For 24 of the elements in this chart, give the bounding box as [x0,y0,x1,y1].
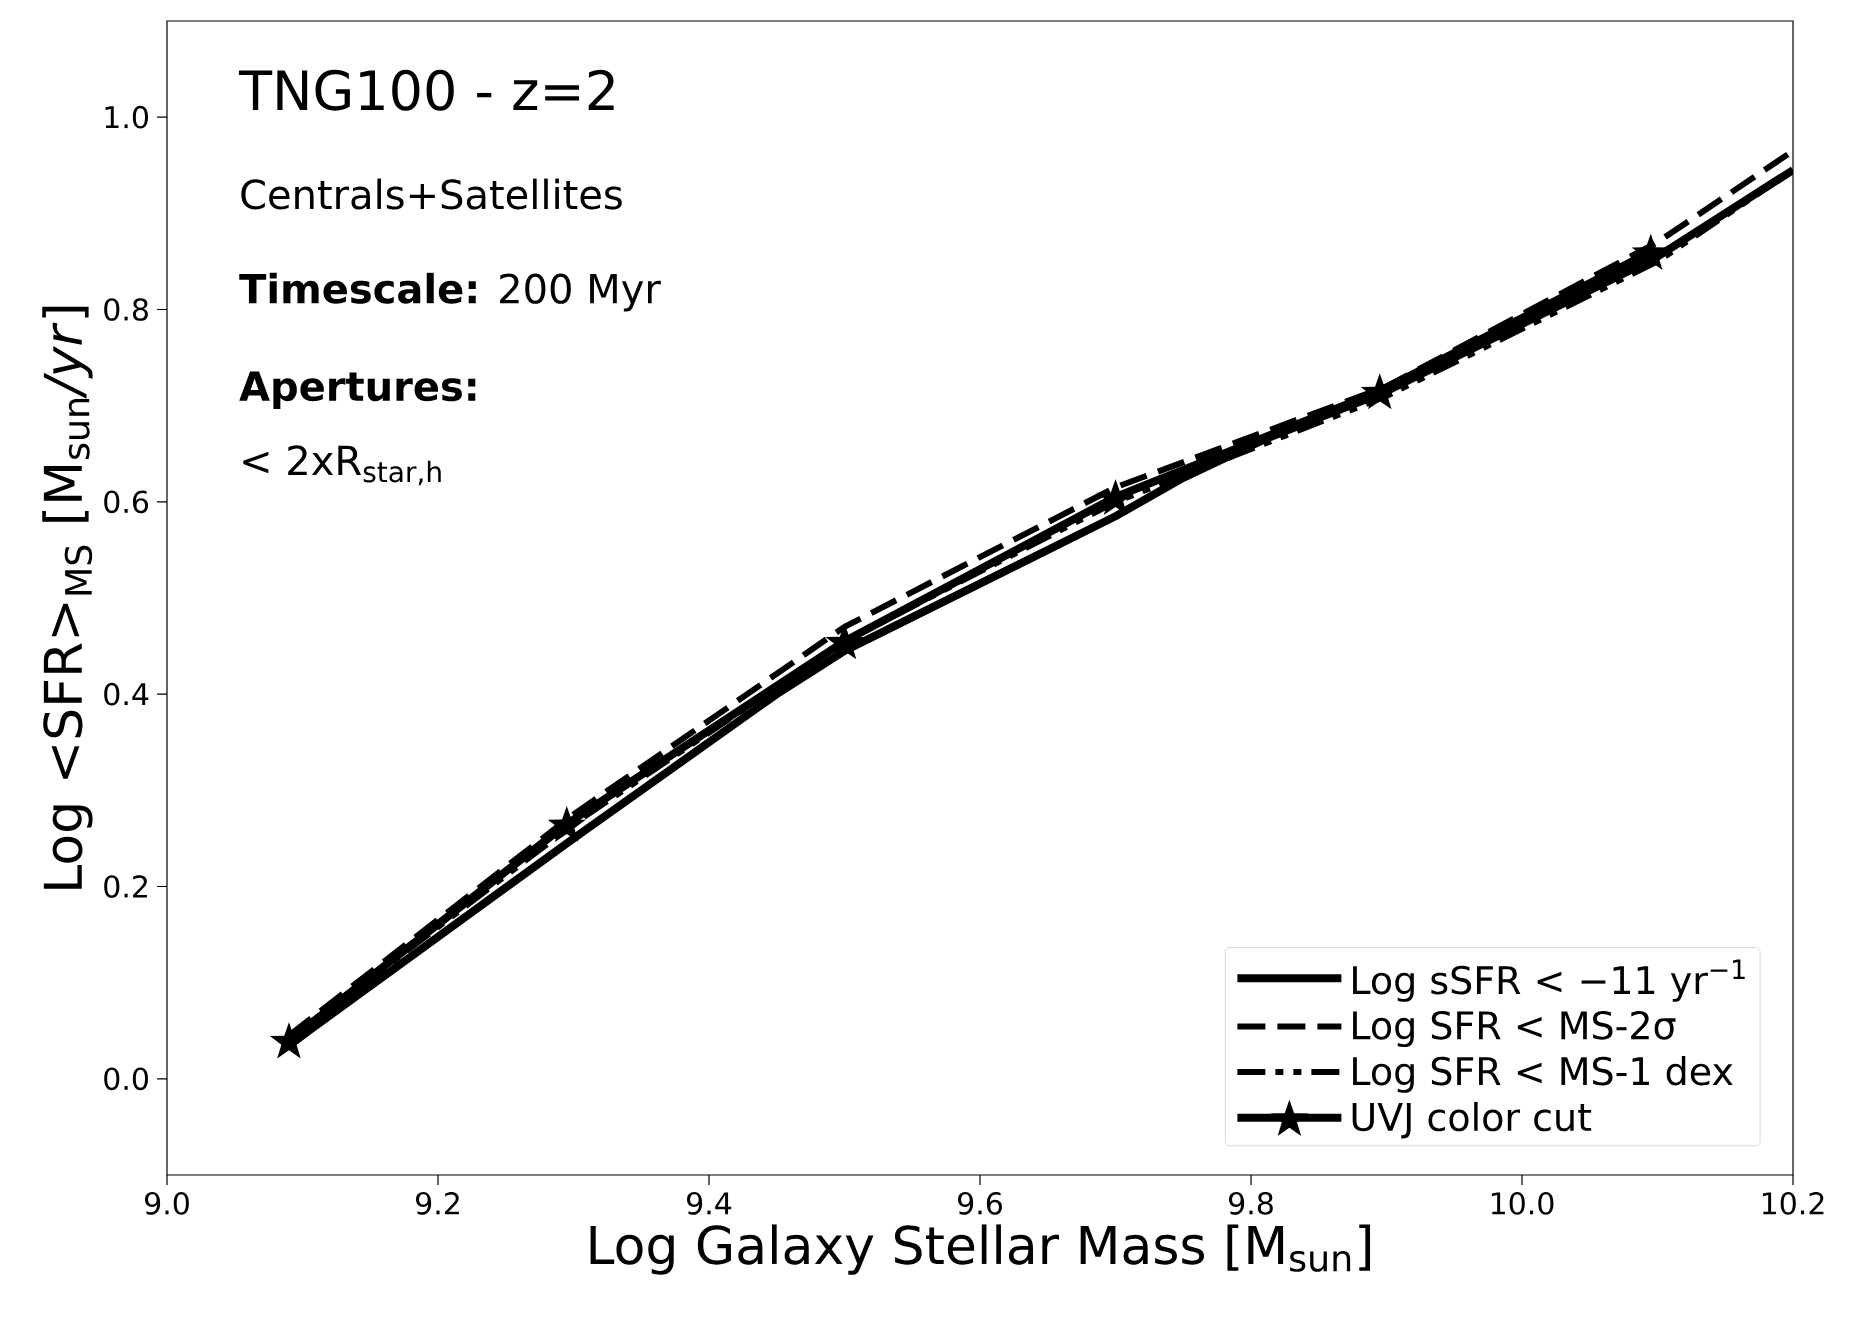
y-tick-label: 0.6 [104,490,149,514]
annotation: Apertures: [239,371,476,410]
annotation: < 2xR$_{star,h}$ [243,445,441,486]
x-tick-label: 10.2 [1762,1192,1824,1215]
x-tick-label: 9.2 [416,1192,459,1215]
text: TNG100 - z=2 [238,69,614,111]
legend-label: Log SFR < MS-2σ [1353,1010,1676,1048]
legend-label: Log sSFR < −11 yr$^{−1}$ [1353,959,1745,1002]
x-tick-label: 9.6 [958,1192,1002,1215]
x-tick-label: 10.0 [1491,1192,1554,1215]
x-tick-label: 9.8 [1229,1192,1273,1215]
x-tick-label: 9.4 [687,1192,732,1215]
y-tick-label: 0.0 [104,1067,148,1091]
annotation: Timescale: 200 Myr [239,272,661,312]
legend-label: Log SFR < MS-1 dex [1353,1056,1733,1093]
y-tick-label: 0.8 [104,298,148,321]
legend-label: UVJ color cut [1352,1101,1592,1139]
y-axis-title: Log <SFR>$_{MS}$ [M$_{sun}$/yr] [42,306,93,889]
x-tick-label: 9.0 [145,1192,189,1215]
y-tick-label: 0.2 [104,875,147,898]
y-tick-label: 1.0 [105,105,148,129]
y-tick-label: 0.4 [104,682,149,706]
annotation: Centrals+Satellites [241,178,622,210]
x-axis-title: Log Galaxy Stellar Mass [M$_{sun}$] [590,1224,1371,1275]
